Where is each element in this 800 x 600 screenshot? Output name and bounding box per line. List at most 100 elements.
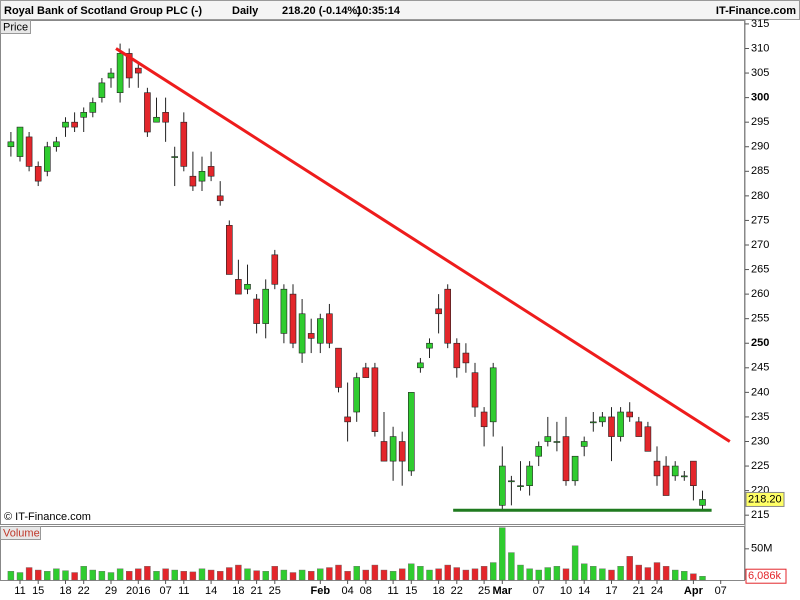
candle-body [589, 421, 597, 424]
y-tick-label: 275 [751, 214, 769, 226]
volume-bar [553, 566, 561, 581]
candle-body [316, 318, 324, 344]
volume-bar [581, 563, 588, 581]
volume-bar [116, 568, 124, 581]
candle-body [262, 288, 270, 324]
candle-body [417, 362, 424, 369]
volume-bar [125, 571, 133, 581]
y-tick-label: 270 [751, 239, 769, 251]
volume-bar [226, 567, 233, 581]
candle-body [144, 92, 151, 133]
candle-body [562, 436, 570, 482]
x-tick-label: 2016 [126, 585, 150, 597]
pane-label-box [0, 20, 31, 34]
volume-bar [162, 568, 169, 581]
pane-label: Price [3, 21, 28, 33]
candle-body [380, 441, 388, 462]
y-tick-label: 265 [751, 263, 769, 275]
candle-body [16, 126, 24, 157]
volume-bar [608, 569, 615, 581]
candle-body [271, 254, 279, 285]
x-tick-label: 07 [533, 585, 545, 597]
volume-bar [35, 569, 42, 581]
x-tick-label: 08 [360, 585, 372, 597]
x-tick-label: 11 [14, 585, 25, 597]
x-tick-label: 07 [715, 585, 727, 597]
volume-bar [508, 552, 515, 581]
interval: Daily [232, 5, 259, 17]
y-tick-label: 315 [751, 18, 769, 30]
volume-bar [298, 569, 306, 581]
trendline [115, 47, 731, 443]
volume-bar [599, 568, 606, 581]
candle-body [235, 279, 242, 295]
x-tick-label: 14 [578, 585, 590, 597]
x-tick-label: 18 [432, 585, 444, 597]
y-tick-label: 295 [751, 116, 769, 128]
candle-body [289, 293, 297, 344]
candle-body [253, 298, 260, 324]
volume-bar [89, 569, 97, 581]
x-tick-label: 24 [651, 585, 663, 597]
candle-body [280, 288, 288, 334]
x-tick-label: 21 [250, 585, 262, 597]
volume-bar [71, 572, 78, 581]
y-tick-label: 215 [751, 509, 769, 521]
volume-bar [435, 568, 442, 581]
volume-bar [344, 571, 351, 581]
volume-label: Volume [3, 527, 40, 539]
volume-bar [635, 564, 642, 581]
candle-body [535, 446, 543, 457]
y-tick-label: 255 [751, 313, 769, 325]
volume-bar [626, 556, 633, 581]
x-tick-label: Mar [493, 585, 513, 597]
candle-body [344, 416, 351, 423]
y-tick-label: 290 [751, 141, 769, 153]
y-tick-label: 235 [751, 411, 769, 423]
candle-body [107, 72, 115, 79]
y-tick-label: 50M [751, 543, 772, 555]
volume-bar [562, 568, 570, 581]
candle-body [635, 421, 643, 437]
last-price-label: 218.20 [748, 493, 782, 505]
volume-bar [681, 571, 688, 581]
y-tick-label: 305 [751, 67, 769, 79]
candle-body [471, 372, 479, 408]
volume-bar [480, 566, 488, 581]
volume-bar [380, 569, 388, 581]
quote: 218.20 (-0.14%) [282, 5, 361, 17]
candle-body [89, 102, 97, 113]
candle-body [553, 441, 561, 443]
volume-bar [535, 569, 542, 581]
x-tick-label: 07 [159, 585, 171, 597]
x-tick-label: Apr [684, 585, 704, 597]
x-tick-label: 14 [205, 585, 217, 597]
candle-body [335, 347, 342, 388]
last-volume-label: 6,086k [748, 570, 782, 582]
x-tick-label: 18 [232, 585, 244, 597]
candle-body [599, 416, 606, 423]
volume-bar [98, 571, 106, 581]
volume-bar [408, 563, 415, 581]
volume-bar [426, 569, 433, 581]
x-tick-label: 11 [387, 585, 398, 597]
candle-body [544, 436, 552, 442]
volume-bar [107, 572, 115, 581]
candle-body [307, 333, 315, 339]
volume-bar [317, 568, 324, 581]
candle-body [189, 175, 197, 187]
y-tick-label: 280 [751, 190, 769, 202]
volume-bar [526, 568, 533, 581]
volume-bar [517, 564, 524, 581]
volume-bar [244, 568, 251, 581]
volume-bar [353, 566, 360, 581]
volume-bar [544, 567, 551, 581]
candle-body [699, 499, 706, 506]
volume-bar [499, 527, 506, 581]
x-tick-label: 17 [605, 585, 617, 597]
x-tick-label: 25 [269, 585, 281, 597]
x-tick-label: 22 [78, 585, 90, 597]
watermark: © IT-Finance.com [4, 511, 91, 523]
candle-body [435, 308, 442, 315]
